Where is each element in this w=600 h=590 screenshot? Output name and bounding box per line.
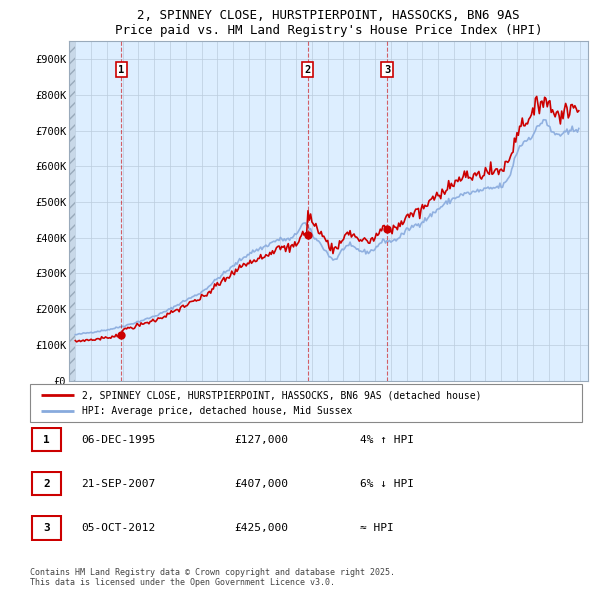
Text: 2, SPINNEY CLOSE, HURSTPIERPOINT, HASSOCKS, BN6 9AS (detached house): 2, SPINNEY CLOSE, HURSTPIERPOINT, HASSOC…	[82, 390, 482, 400]
Text: 21-SEP-2007: 21-SEP-2007	[81, 479, 155, 489]
Text: 1: 1	[43, 435, 50, 444]
Text: £425,000: £425,000	[234, 523, 288, 533]
Text: 3: 3	[384, 65, 390, 75]
Text: 06-DEC-1995: 06-DEC-1995	[81, 435, 155, 444]
Bar	[69, 41, 76, 381]
Text: £407,000: £407,000	[234, 479, 288, 489]
Text: 4% ↑ HPI: 4% ↑ HPI	[360, 435, 414, 444]
Text: Contains HM Land Registry data © Crown copyright and database right 2025.
This d: Contains HM Land Registry data © Crown c…	[30, 568, 395, 587]
Text: 3: 3	[43, 523, 50, 533]
Text: £127,000: £127,000	[234, 435, 288, 444]
Text: ≈ HPI: ≈ HPI	[360, 523, 394, 533]
Title: 2, SPINNEY CLOSE, HURSTPIERPOINT, HASSOCKS, BN6 9AS
Price paid vs. HM Land Regis: 2, SPINNEY CLOSE, HURSTPIERPOINT, HASSOC…	[115, 9, 542, 37]
Text: 2: 2	[43, 479, 50, 489]
Text: 05-OCT-2012: 05-OCT-2012	[81, 523, 155, 533]
Text: 6% ↓ HPI: 6% ↓ HPI	[360, 479, 414, 489]
Text: 2: 2	[304, 65, 311, 75]
Text: 1: 1	[118, 65, 124, 75]
Text: HPI: Average price, detached house, Mid Sussex: HPI: Average price, detached house, Mid …	[82, 406, 353, 416]
